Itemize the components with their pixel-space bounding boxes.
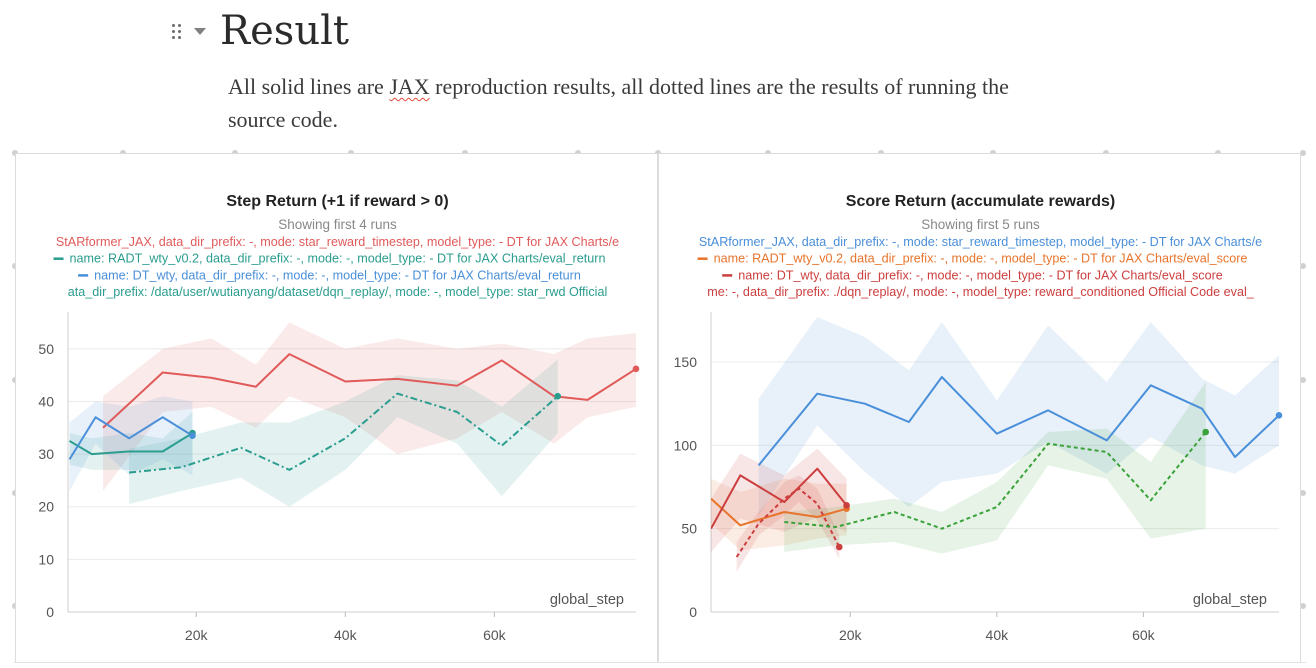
chart-subtitle: Showing first 5 runs	[921, 217, 1040, 232]
x-tick-label: 20k	[185, 627, 209, 643]
legend-entry[interactable]: ata_dir_prefix: /data/user/wutianyang/da…	[68, 285, 608, 299]
y-tick-label: 150	[674, 354, 698, 370]
series-band	[736, 475, 840, 572]
series-end-point[interactable]	[843, 502, 850, 509]
series-end-point[interactable]	[1275, 412, 1283, 419]
legend-entry[interactable]: name: RADT_wty_v0.2, data_dir_prefix: -,…	[697, 252, 1248, 266]
x-axis-label: global_step	[1193, 592, 1267, 608]
y-tick-label: 30	[38, 446, 54, 462]
legend-entry[interactable]: name: RADT_wty_v0.2, data_dir_prefix: -,…	[53, 252, 606, 266]
x-tick-label: 20k	[839, 627, 863, 643]
x-tick-label: 40k	[334, 627, 358, 643]
y-tick-label: 40	[38, 393, 54, 409]
intro-text-line2: source code.	[228, 107, 338, 132]
intro-text-after: reproduction results, all dotted lines a…	[429, 74, 1009, 99]
series-line[interactable]	[711, 467, 848, 530]
legend-entry[interactable]: name: DT_wty, data_dir_prefix: -, mode: …	[722, 268, 1223, 282]
y-tick-label: 20	[38, 499, 54, 515]
chart-title: Step Return (+1 if reward > 0)	[226, 193, 448, 210]
series-line[interactable]	[711, 497, 847, 527]
x-tick-label: 60k	[483, 627, 507, 643]
y-tick-label: 100	[674, 437, 698, 453]
chart-panel-score-return[interactable]: Score Return (accumulate rewards) Showing…	[658, 153, 1301, 663]
x-tick-label: 60k	[1132, 627, 1156, 643]
drag-handle-icon[interactable]	[170, 21, 184, 41]
legend-label: StARformer_JAX, data_dir_prefix: -, mode…	[699, 235, 1262, 249]
intro-jax-word: JAX	[389, 74, 430, 99]
series-line[interactable]	[757, 376, 1280, 466]
resize-handle-dot[interactable]	[1300, 377, 1306, 383]
x-tick-label: 40k	[986, 627, 1010, 643]
series-line[interactable]	[129, 392, 559, 474]
legend-label: name: RADT_wty_v0.2, data_dir_prefix: -,…	[70, 252, 606, 266]
y-tick-label: 0	[689, 604, 697, 620]
series-end-point[interactable]	[189, 432, 196, 439]
chart-title: Score Return (accumulate rewards)	[846, 193, 1115, 210]
resize-handle-dot[interactable]	[1300, 263, 1306, 269]
legend-label: name: RADT_wty_v0.2, data_dir_prefix: -,…	[714, 252, 1248, 266]
legend-label: name: DT_wty, data_dir_prefix: -, mode: …	[738, 268, 1223, 282]
series-line[interactable]	[784, 431, 1207, 530]
intro-text-before: All solid lines are	[228, 74, 390, 99]
legend-entry[interactable]: name: DT_wty, data_dir_prefix: -, mode: …	[78, 268, 581, 282]
series-line[interactable]	[735, 487, 841, 558]
section-title: Result	[220, 8, 349, 54]
series-line[interactable]	[68, 432, 194, 456]
legend-label: name: DT_wty, data_dir_prefix: -, mode: …	[94, 268, 581, 282]
series-band	[758, 317, 1279, 516]
section-heading: Result	[170, 6, 349, 56]
series-band	[784, 382, 1206, 554]
plot-area	[711, 317, 1280, 572]
divider	[14, 662, 1306, 663]
series-end-point[interactable]	[1202, 428, 1210, 436]
series-end-point[interactable]	[632, 365, 640, 373]
x-axis-label: global_step	[550, 592, 624, 608]
series-end-point[interactable]	[554, 392, 562, 400]
series-band	[69, 412, 193, 470]
y-tick-label: 50	[38, 341, 54, 357]
series-band	[129, 359, 558, 507]
legend-label: me: -, data_dir_prefix: ./dqn_replay/, m…	[707, 285, 1254, 299]
resize-handle-dot[interactable]	[1300, 150, 1306, 156]
resize-handle-dot[interactable]	[1300, 490, 1306, 496]
intro-paragraph: All solid lines are JAX reproduction res…	[228, 70, 1108, 136]
y-tick-label: 10	[38, 551, 54, 567]
legend-entry[interactable]: StARformer_JAX, data_dir_prefix: -, mode…	[56, 235, 619, 249]
resize-handle-dot[interactable]	[1300, 603, 1306, 609]
y-tick-label: 0	[46, 604, 54, 620]
chart-svg: Step Return (+1 if reward > 0) Showing fi…	[38, 193, 640, 643]
plot-area	[68, 322, 637, 507]
chart-subtitle: Showing first 4 runs	[278, 217, 397, 232]
legend-label: ata_dir_prefix: /data/user/wutianyang/da…	[68, 285, 608, 299]
series-line[interactable]	[68, 416, 194, 460]
series-end-point[interactable]	[835, 543, 843, 551]
legend-entry[interactable]: me: -, data_dir_prefix: ./dqn_replay/, m…	[707, 285, 1254, 299]
chart-panel-step-return[interactable]: Step Return (+1 if reward > 0) Showing fi…	[15, 153, 658, 663]
series-band	[103, 322, 636, 491]
chart-svg: Score Return (accumulate rewards) Showing…	[674, 193, 1283, 643]
y-tick-label: 50	[681, 521, 697, 537]
legend-label: StARformer_JAX, data_dir_prefix: -, mode…	[56, 235, 619, 249]
collapse-caret-icon[interactable]	[194, 27, 206, 35]
legend-entry[interactable]: StARformer_JAX, data_dir_prefix: -, mode…	[699, 235, 1262, 249]
